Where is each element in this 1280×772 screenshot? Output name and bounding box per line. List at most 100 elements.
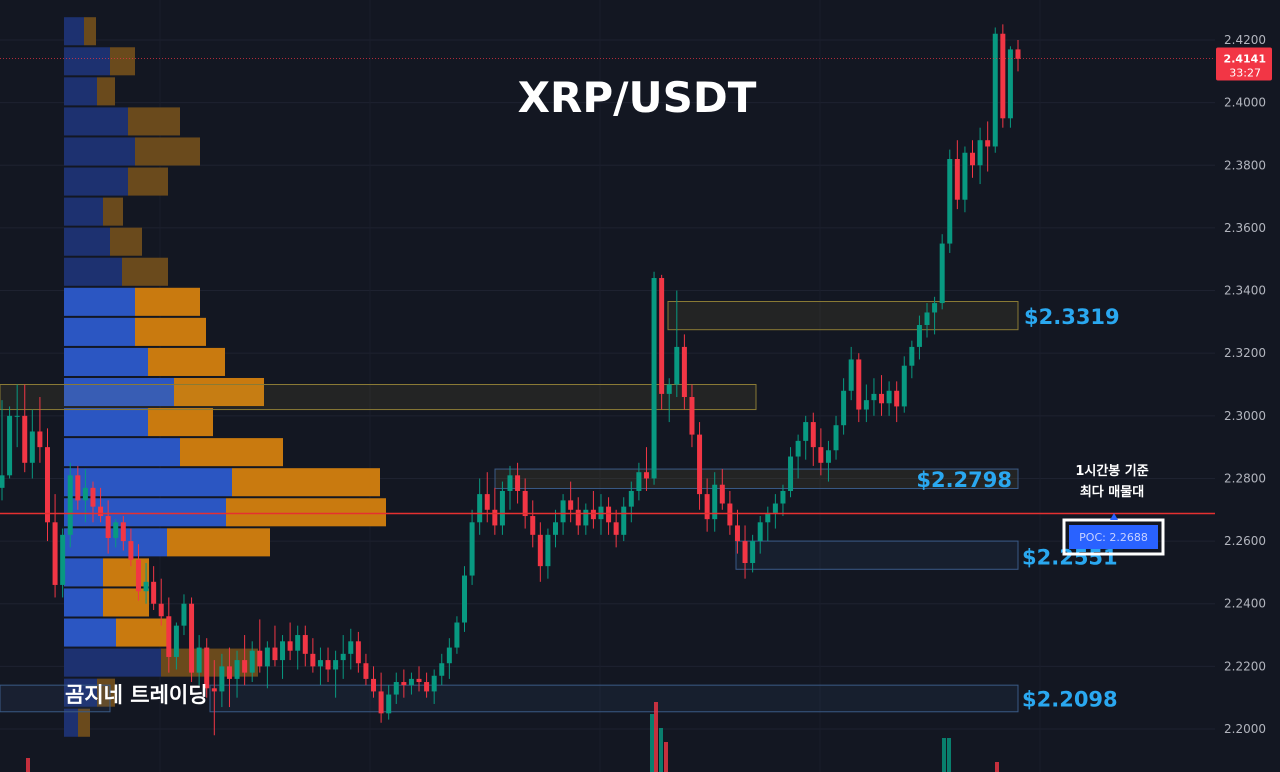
candle-body <box>280 641 286 661</box>
candle-body <box>189 603 195 673</box>
candle-body <box>204 647 210 689</box>
candle-body <box>340 653 346 661</box>
volume-bar-sell <box>122 257 168 286</box>
candle-body <box>151 581 157 604</box>
candle-body <box>82 487 88 501</box>
price-tick-label: 2.2400 <box>1224 597 1266 611</box>
price-tick-label: 2.4200 <box>1224 33 1266 47</box>
candle-body <box>378 691 384 714</box>
candle-body <box>166 616 172 657</box>
volume-bar-buy <box>64 257 122 286</box>
candle-body <box>143 581 149 592</box>
candle-body <box>909 346 915 366</box>
volume-bar-sell <box>97 77 115 106</box>
candle-body <box>120 522 126 542</box>
level-label: $2.2798 <box>916 468 1012 492</box>
volume-bar-buy <box>64 558 103 587</box>
candle-body <box>196 647 202 673</box>
volume-bar-buy <box>64 678 97 707</box>
candle-body <box>970 152 976 166</box>
candle-body <box>856 359 862 410</box>
candle-body <box>810 422 816 448</box>
candle-body <box>105 516 111 538</box>
volume-bar <box>650 714 654 772</box>
candle-body <box>219 666 225 692</box>
candle-body <box>348 641 354 654</box>
candle-body <box>757 522 763 542</box>
volume-bar-sell <box>232 468 380 497</box>
price-axis[interactable]: 2.4200 2.4000 2.3800 2.3600 2.3400 2.3200 2.30… <box>1215 0 1280 772</box>
volume-bar-sell <box>148 408 213 437</box>
candle-body <box>1000 33 1006 119</box>
candle-body <box>499 490 505 526</box>
candle-body <box>643 472 649 479</box>
current-price-tag <box>1216 47 1272 81</box>
candle-countdown: 33:27 <box>1229 66 1261 79</box>
poc-note-line2: 최다 매물대 <box>1080 484 1144 500</box>
candle-body <box>37 431 43 448</box>
candle-body <box>894 390 900 407</box>
candle-body <box>992 33 998 147</box>
candle-body <box>825 450 831 463</box>
candle-body <box>886 390 892 404</box>
price-tick-label: 2.2000 <box>1224 722 1266 736</box>
volume-bar <box>995 762 999 772</box>
volume-bar <box>947 738 951 772</box>
candle-body <box>924 312 930 325</box>
candle-body <box>113 522 119 538</box>
price-tick-label: 2.3600 <box>1224 221 1266 235</box>
candle-body <box>947 159 953 244</box>
candle-body <box>750 541 756 564</box>
volume-bar-buy <box>64 438 180 467</box>
candle-body <box>67 475 73 535</box>
candle-body <box>98 506 104 517</box>
overlay: POC: 2.2688 <box>0 57 1215 556</box>
price-tick-label: 2.3200 <box>1224 346 1266 360</box>
volume-bar-sell <box>84 17 96 46</box>
candle-body <box>371 678 377 692</box>
candle-body <box>575 509 581 526</box>
candle-body <box>401 682 407 686</box>
candle-body <box>128 541 134 560</box>
candle-body <box>446 647 452 664</box>
price-tick-label: 2.4000 <box>1224 96 1266 110</box>
candle-body <box>841 390 847 426</box>
candle-body <box>901 365 907 407</box>
candle-body <box>916 324 922 347</box>
candle-body <box>833 425 839 451</box>
value-area-zone <box>0 384 757 411</box>
volume-bar-sell <box>167 528 270 557</box>
volume-bar-buy <box>64 17 84 46</box>
volume-bar-sell <box>110 227 142 256</box>
candle-body <box>325 660 331 670</box>
candle-body <box>848 359 854 391</box>
current-price-value: 2.4141 <box>1224 52 1266 65</box>
candle-body <box>803 422 809 441</box>
candle-body <box>90 487 96 507</box>
candle-body <box>871 393 877 401</box>
chart-title: XRP/USDT <box>518 73 757 122</box>
volume-bar-buy <box>64 47 110 76</box>
candle-body <box>287 641 293 651</box>
volume-bar-sell <box>116 618 168 647</box>
volume-bar-buy <box>64 377 174 407</box>
candle-body <box>158 603 164 617</box>
poc-badge-arrow <box>1110 513 1118 520</box>
candle-body <box>484 494 490 510</box>
volume-bar-sell <box>135 137 200 166</box>
candle-body <box>454 622 460 648</box>
candle-body <box>954 159 960 200</box>
candle-body <box>333 660 339 670</box>
volume-bar-buy <box>64 588 103 617</box>
candle-body <box>727 503 733 526</box>
volume-bar-buy <box>64 107 128 136</box>
volume-bar-buy <box>64 287 135 316</box>
candle-body <box>712 484 718 520</box>
candle-body <box>52 522 58 585</box>
candle-body <box>636 472 642 491</box>
candle-body <box>795 440 801 457</box>
candle-body <box>977 140 983 166</box>
volume-bar-sell <box>103 558 149 587</box>
candle-body <box>772 503 778 513</box>
